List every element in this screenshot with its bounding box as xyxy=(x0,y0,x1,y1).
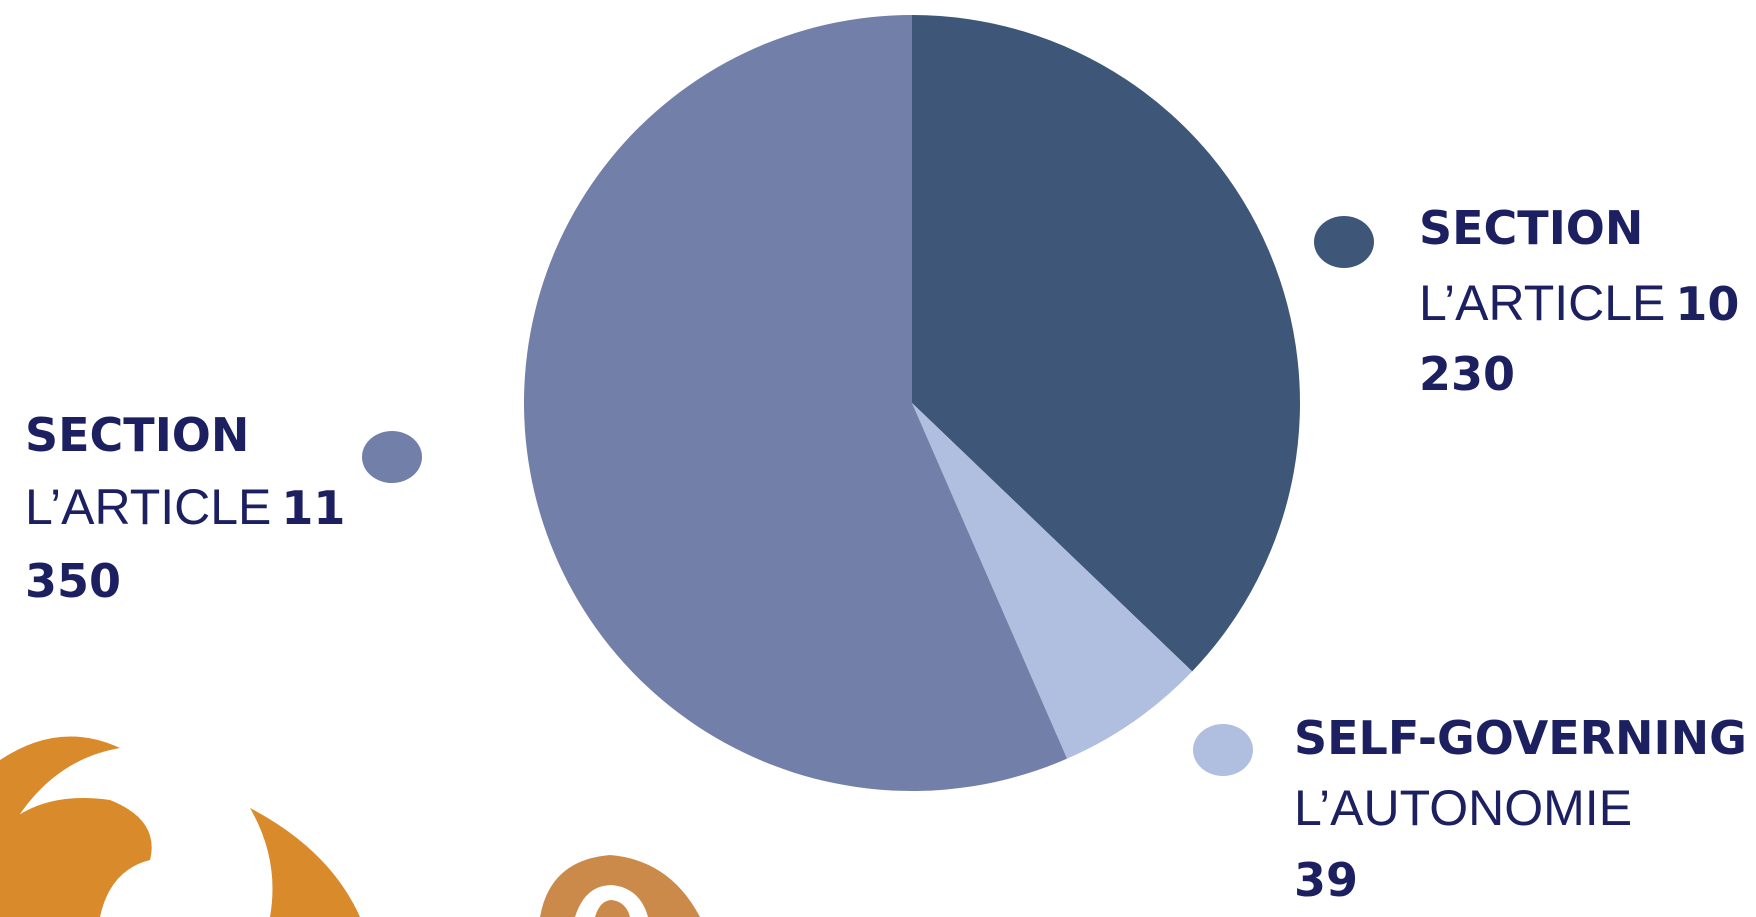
legend-marker xyxy=(1314,216,1374,268)
decoration-shape xyxy=(0,736,120,917)
value-label: 39 xyxy=(1294,853,1358,907)
decoration-shape xyxy=(540,855,700,917)
legend-number: 10 xyxy=(1675,277,1739,331)
legend-sublabel-text: L’ARTICLE xyxy=(25,479,271,535)
value-label: 230 xyxy=(1419,347,1515,401)
decoration-shape xyxy=(0,798,152,917)
legend-label: SECTION xyxy=(1419,201,1643,255)
legend-sublabel-text: L’ARTICLE xyxy=(1419,275,1665,331)
legend-label: SELF-GOVERNING xyxy=(1294,711,1747,765)
legend-marker xyxy=(362,431,422,483)
decoration-shape xyxy=(595,900,630,917)
legend-label: SECTION xyxy=(25,408,249,462)
legend-sublabel: L’AUTONOMIE xyxy=(1294,780,1632,836)
legend-number: 11 xyxy=(281,481,345,535)
legend-sublabel: L’ARTICLE 10 xyxy=(1419,275,1739,331)
decoration xyxy=(0,736,700,917)
decoration-shape xyxy=(250,808,360,917)
legend-sublabel-text: L’AUTONOMIE xyxy=(1294,780,1632,836)
pie-slice xyxy=(523,15,1068,791)
value-label: 350 xyxy=(25,554,121,608)
pie-slice xyxy=(912,403,1193,759)
pie-slice xyxy=(912,15,1300,672)
legend-sublabel: L’ARTICLE 11 xyxy=(25,479,345,535)
legend-marker xyxy=(1193,724,1253,776)
